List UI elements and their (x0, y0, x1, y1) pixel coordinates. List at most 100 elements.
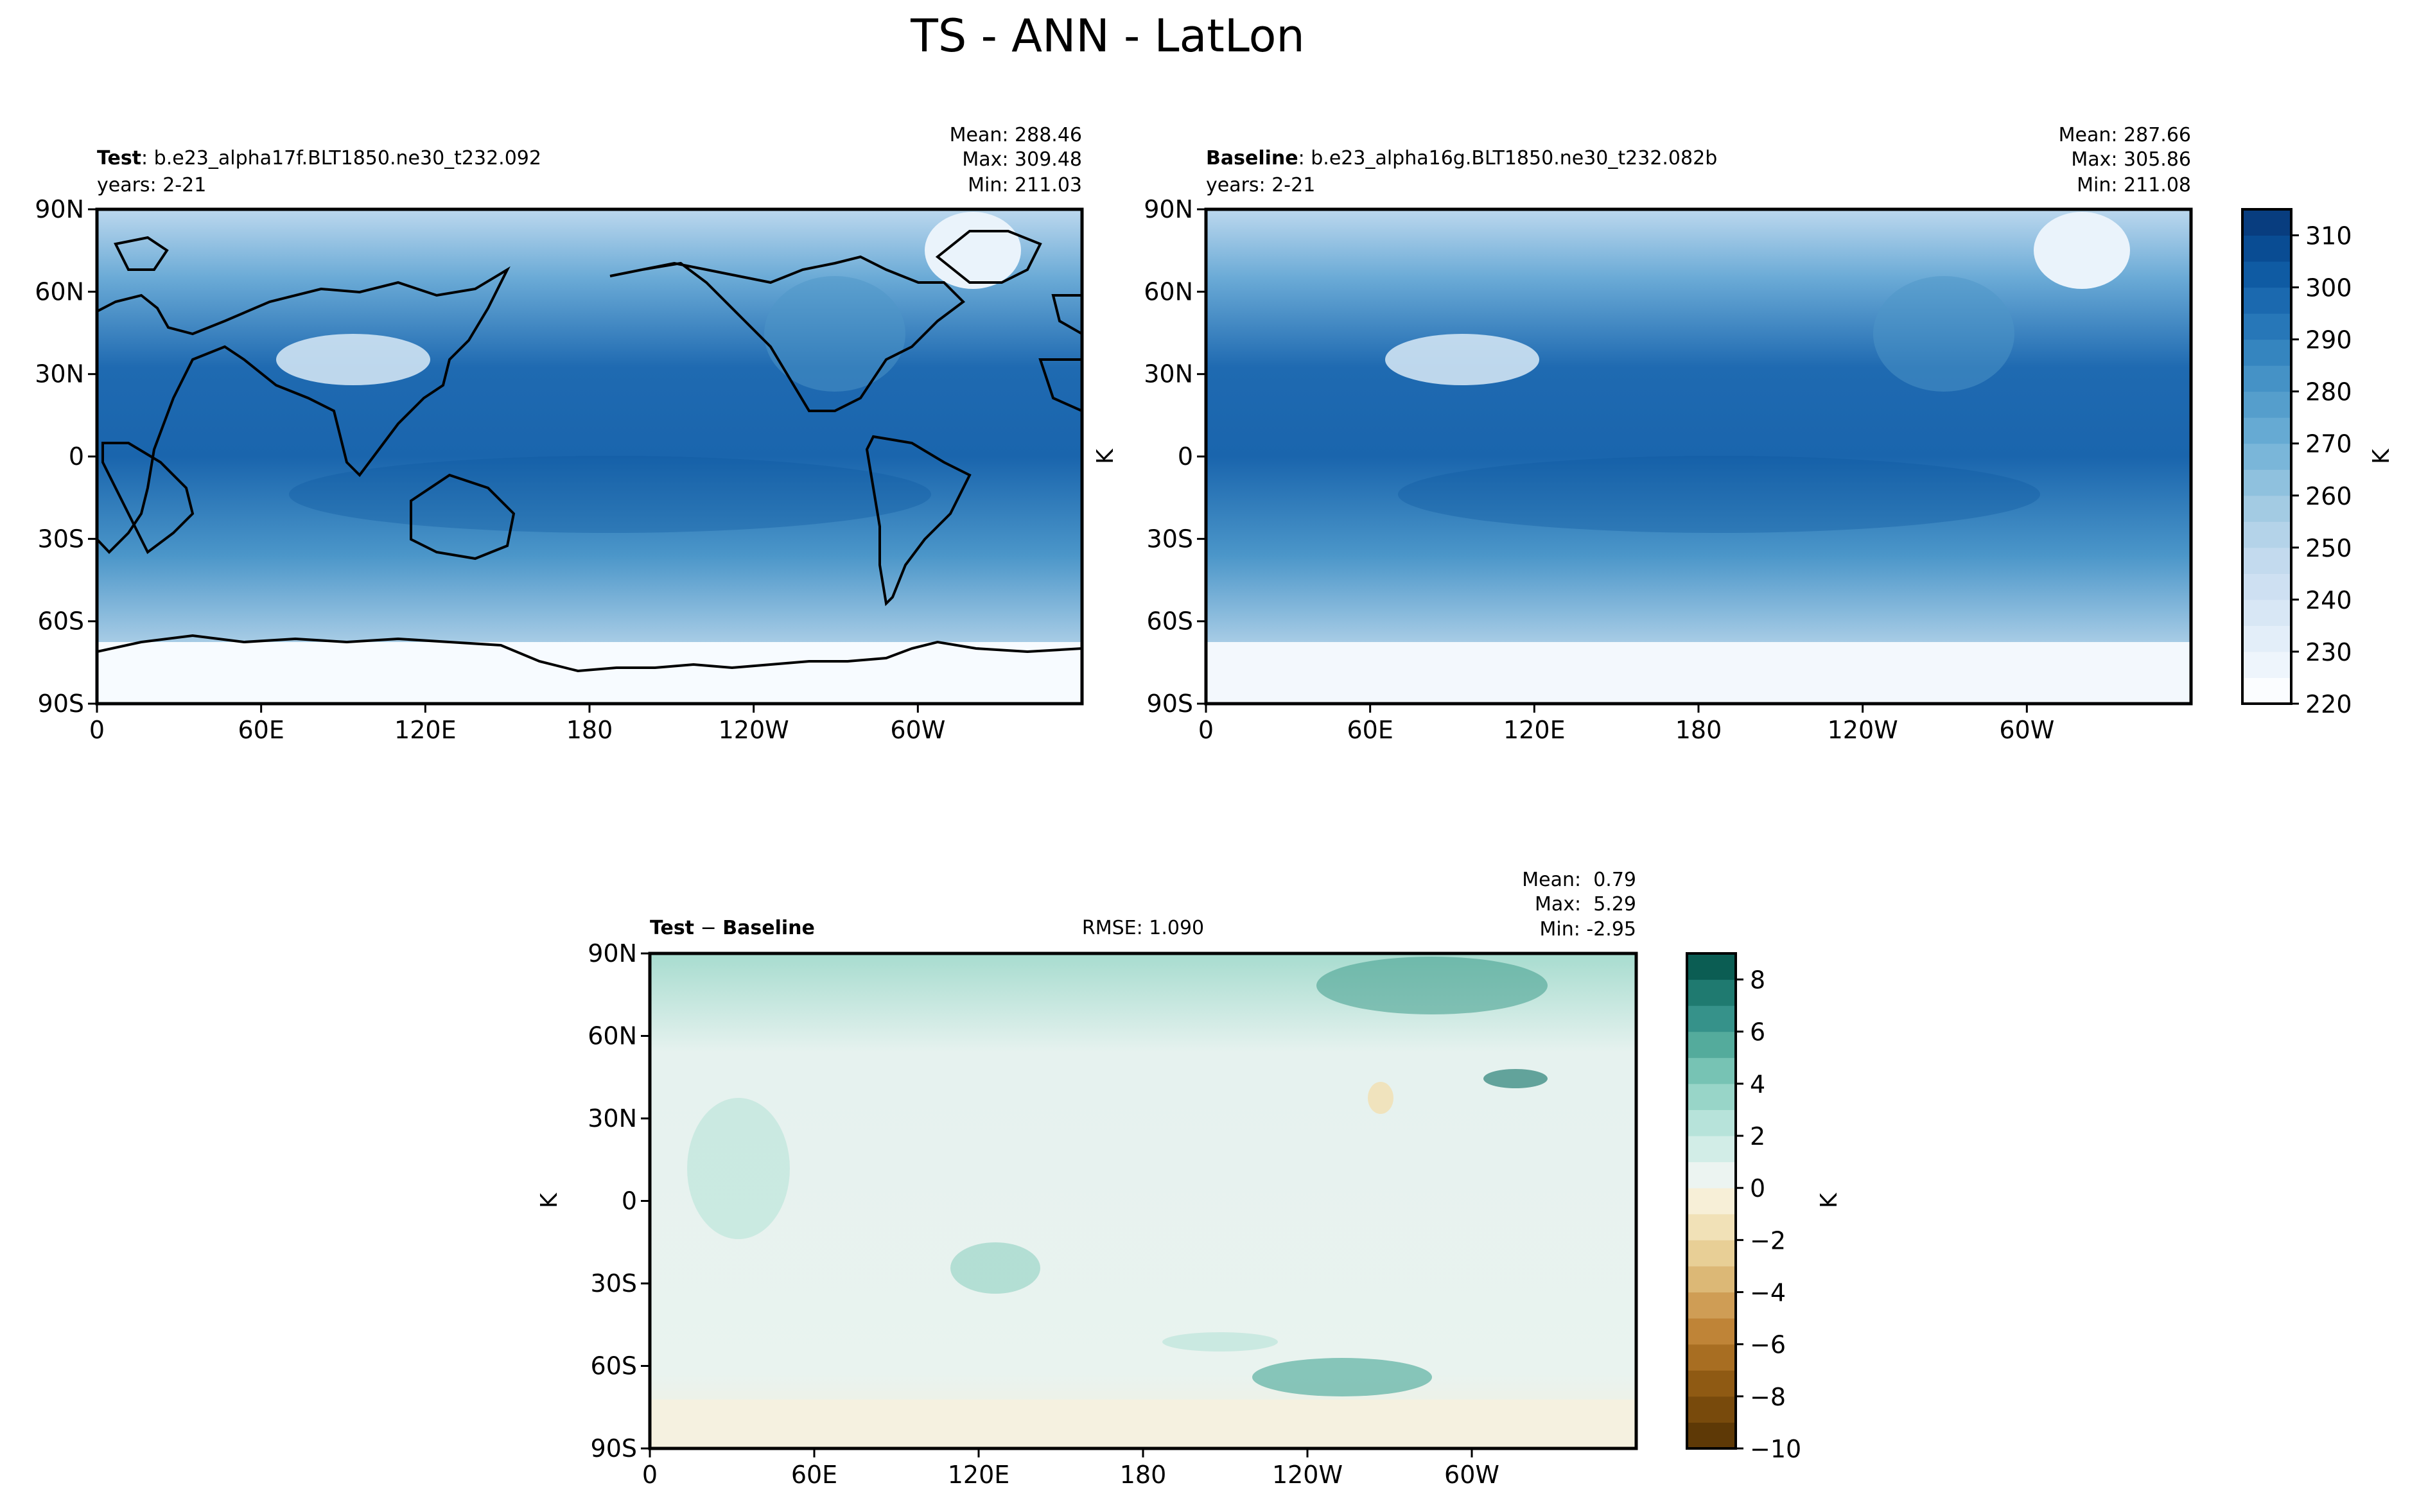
diff-colorbar-swatch (1687, 1188, 1736, 1215)
test-mean: Mean: 288.46 (950, 124, 1082, 146)
diff-colorbar-label: K (1816, 1192, 1842, 1208)
diff-min: Min: -2.95 (1540, 918, 1637, 941)
test-x-tick-label: 120E (394, 716, 457, 744)
baseline-x-tick-label: 120W (1828, 716, 1898, 744)
diff-colorbar-swatch (1687, 1031, 1736, 1058)
diff-x-tick-label: 180 (1120, 1461, 1167, 1489)
test-y-tick-label: 60N (35, 277, 84, 306)
test-label-bold: Test (97, 147, 141, 169)
abs-colorbar-swatch (2242, 339, 2291, 366)
diff-colorbar-swatch (1687, 953, 1736, 980)
baseline-y-tick-label: 30S (1147, 525, 1193, 553)
test-x-tick-label: 180 (566, 716, 613, 744)
diff-colorbar-tick-label: −4 (1750, 1279, 1786, 1307)
diff-colorbar-tick-label: −10 (1750, 1435, 1801, 1463)
abs-colorbar-swatch (2242, 287, 2291, 314)
abs-colorbar-tick-label: 230 (2305, 638, 2352, 666)
abs-colorbar-swatch (2242, 625, 2291, 652)
test-y-tick-label: 60S (38, 607, 84, 636)
abs-colorbar-swatch (2242, 469, 2291, 496)
diff-colorbar-tick-label: −8 (1750, 1383, 1786, 1411)
baseline-panel: Baseline: b.e23_alpha16g.BLT1850.ne30_t2… (1092, 124, 2193, 744)
test-y-tick-label: 30N (35, 360, 84, 388)
test-min: Min: 211.03 (968, 174, 1082, 196)
abs-colorbar-tick-label: 260 (2305, 482, 2352, 510)
abs-colorbar-swatch (2242, 443, 2291, 470)
diff-colorbar-swatch (1687, 1136, 1736, 1163)
abs-colorbar-swatch (2242, 651, 2291, 678)
abs-colorbar-tick-label: 270 (2305, 430, 2352, 458)
abs-colorbar-label: K (2368, 448, 2395, 464)
abs-colorbar-swatch (2242, 547, 2291, 574)
baseline-label-case: : b.e23_alpha16g.BLT1850.ne30_t232.082b (1298, 147, 1718, 169)
baseline-ylabel: K (1092, 448, 1119, 464)
diff-colorbar-swatch (1687, 1318, 1736, 1345)
diff-colorbar: 8 6 4 2 0 −2 −4 −6 −8 −10 K (1686, 952, 1842, 1463)
figure-title: TS - ANN - LatLon (910, 10, 1305, 62)
abs-colorbar-tick-label: 220 (2305, 690, 2352, 718)
diff-colorbar-tick-label: 2 (1750, 1122, 1765, 1151)
diff-y-tick-label: 60S (591, 1352, 637, 1380)
diff-colorbar-frame (1686, 952, 1737, 1450)
diff-y-tick-label: 90N (588, 939, 637, 968)
diff-colorbar-swatches (1687, 953, 1736, 1449)
diff-colorbar-swatch (1687, 1396, 1736, 1423)
test-x-tick-label: 60E (238, 716, 284, 744)
diff-colorbar-swatch (1687, 1161, 1736, 1188)
baseline-y-tick-label: 90S (1147, 690, 1193, 718)
diff-y-tick-label: 30S (591, 1269, 637, 1298)
abs-colorbar-tick-label: 280 (2305, 378, 2352, 406)
diff-map-field (650, 953, 1636, 1448)
abs-colorbar-swatch (2242, 365, 2291, 392)
diff-colorbar-swatch (1687, 1370, 1736, 1397)
baseline-min: Min: 211.08 (2077, 174, 2191, 196)
test-max: Max: 309.48 (962, 148, 1082, 171)
abs-colorbar-swatch (2242, 495, 2291, 522)
abs-colorbar-swatch (2242, 573, 2291, 600)
diff-x-tick-label: 60W (1444, 1461, 1499, 1489)
diff-label-baseline: Baseline (722, 917, 815, 939)
diff-x-tick-label: 120W (1272, 1461, 1343, 1489)
diff-ylabel: K (536, 1192, 563, 1208)
test-panel: Test: b.e23_alpha17f.BLT1850.ne30_t232.0… (35, 124, 1084, 744)
abs-colorbar-swatch (2242, 313, 2291, 340)
abs-colorbar-tick-label: 310 (2305, 222, 2352, 250)
abs-colorbar-swatch (2242, 235, 2291, 262)
diff-colorbar-swatch (1687, 1057, 1736, 1084)
abs-colorbar-tick-label: 250 (2305, 534, 2352, 562)
baseline-years: years: 2-21 (1206, 174, 1315, 196)
abs-colorbar-tick-label: 290 (2305, 326, 2352, 354)
abs-colorbar-swatch (2242, 521, 2291, 548)
abs-colorbar-swatch (2242, 599, 2291, 626)
baseline-y-tick-label: 60N (1144, 277, 1193, 306)
baseline-x-tick-label: 120E (1503, 716, 1566, 744)
diff-y-tick-label: 90S (591, 1434, 637, 1463)
diff-mean: Mean: 0.79 (1522, 869, 1636, 891)
abs-colorbar-swatches (2242, 209, 2291, 704)
baseline-y-tick-label: 0 (1178, 442, 1193, 471)
diff-colorbar-swatch (1687, 979, 1736, 1006)
diff-colorbar-tick-label: 0 (1750, 1174, 1765, 1203)
baseline-y-tick-label: 90N (1144, 195, 1193, 223)
test-x-tick-label: 120W (719, 716, 789, 744)
test-label: Test: b.e23_alpha17f.BLT1850.ne30_t232.0… (97, 147, 541, 169)
diff-colorbar-tick-label: 6 (1750, 1018, 1765, 1047)
test-label-case: : b.e23_alpha17f.BLT1850.ne30_t232.092 (141, 147, 541, 169)
diff-label: Test − Baseline (650, 917, 815, 939)
abs-colorbar-swatch (2242, 391, 2291, 418)
abs-colorbar-tick-label: 240 (2305, 586, 2352, 614)
baseline-x-tick-label: 60W (1999, 716, 2054, 744)
abs-colorbar-swatch (2242, 417, 2291, 444)
diff-colorbar-ticks: 8 6 4 2 0 −2 −4 −6 −8 −10 (1736, 966, 1801, 1463)
diff-ticks: 0 60E 120E 180 120W 60W 90N 60N 30N 0 30S 60S 90S (588, 939, 1499, 1489)
diff-rmse: RMSE: 1.090 (1082, 917, 1204, 939)
baseline-x-tick-label: 60E (1347, 716, 1393, 744)
diff-max: Max: 5.29 (1535, 893, 1636, 916)
baseline-label-bold: Baseline (1206, 147, 1298, 169)
baseline-y-tick-label: 30N (1144, 360, 1193, 388)
baseline-map-field (1206, 209, 2191, 704)
diff-y-tick-label: 60N (588, 1022, 637, 1050)
baseline-ticks: 0 60E 120E 180 120W 60W 90N 60N 30N 0 30S 60S 90S (1144, 195, 2054, 744)
test-y-tick-label: 0 (69, 442, 84, 471)
